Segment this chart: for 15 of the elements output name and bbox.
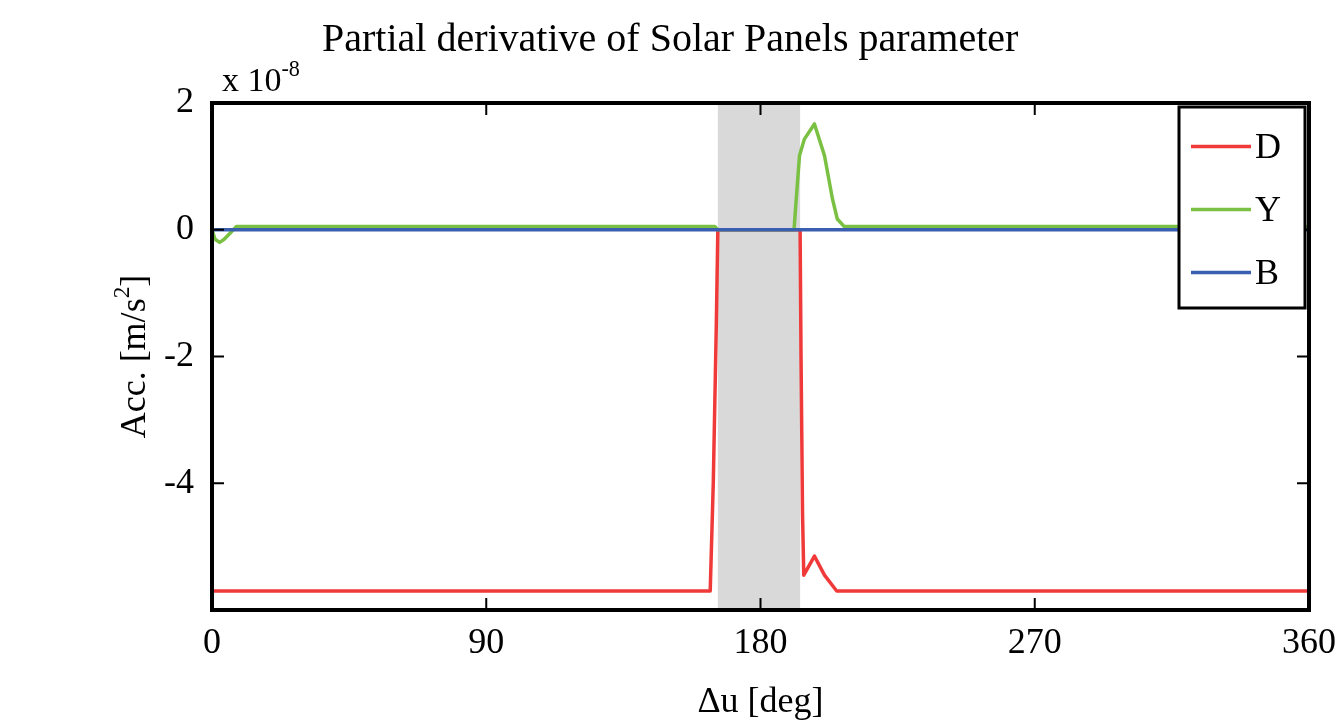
legend-label: D (1255, 125, 1281, 166)
x-tick-label: 180 (733, 621, 788, 662)
x-axis-title: Δu [deg] (697, 680, 824, 720)
y-tick-label: -4 (164, 460, 194, 501)
x-tick-label: 360 (1282, 621, 1336, 662)
y-tick-label: 0 (176, 207, 194, 248)
x-tick-label: 0 (203, 621, 221, 662)
legend-label: B (1255, 251, 1280, 292)
y-tick-label: -2 (164, 333, 194, 374)
x-tick-label: 90 (468, 621, 505, 662)
y-tick-label: 2 (176, 80, 194, 121)
x-tick-label: 270 (1007, 621, 1062, 662)
legend-label: Y (1255, 188, 1281, 229)
chart-title: Partial derivative of Solar Panels parameter (322, 15, 1019, 60)
y-axis-title: Acc. [m/s2] (107, 274, 153, 439)
